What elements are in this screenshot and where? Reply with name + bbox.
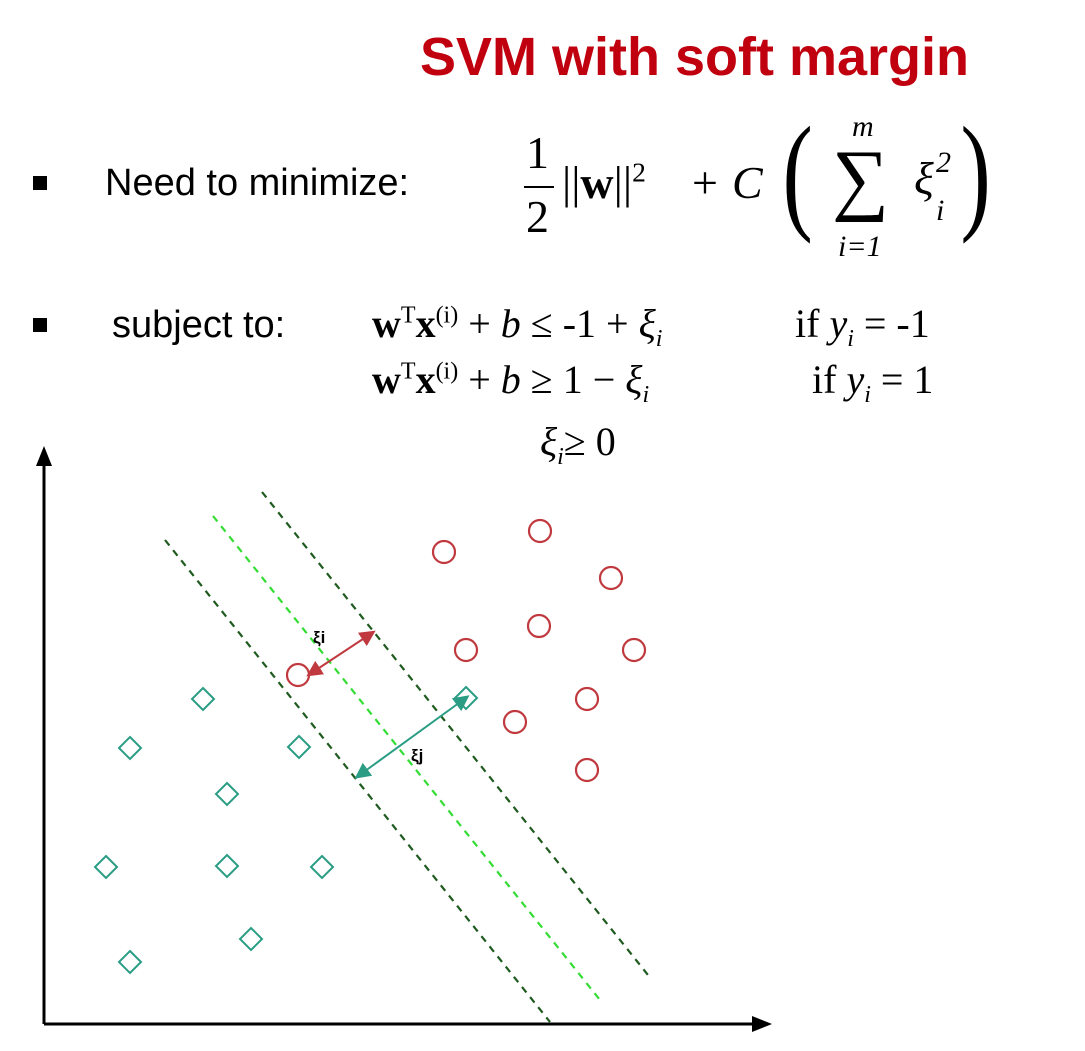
x-axis-arrowhead (752, 1016, 772, 1032)
xi-j-label: ξj (411, 746, 423, 765)
C-constant: C (732, 157, 763, 208)
if-keyword: if (795, 301, 830, 346)
sum-upper-limit: m (852, 110, 874, 143)
xi-symbol: ξ (638, 301, 656, 346)
condition-value: = 1 (870, 357, 934, 402)
constraint-line-2: wTx(i) + b ≥ 1 − ξi (372, 356, 649, 409)
y-label: y (829, 301, 848, 346)
sample-index: (i) (435, 302, 459, 329)
slack-xi-j: ξj (354, 695, 470, 779)
paren-left: ( (782, 101, 813, 245)
diamond-icon (93, 854, 119, 880)
xi-subscript: i (642, 382, 650, 408)
xi-symbol: ξ (540, 419, 558, 464)
diamond-icon (214, 781, 240, 807)
norm-exponent: 2 (632, 156, 646, 188)
diamond-icon (117, 949, 143, 975)
xi-subscript: i (557, 444, 564, 470)
if-keyword: if (812, 357, 847, 402)
y-axis-arrowhead (36, 446, 52, 466)
sum-lower-limit: i=1 (838, 230, 882, 263)
diamond-icon (238, 926, 264, 952)
bias-term: b (500, 357, 521, 402)
plus-sign: + (458, 301, 501, 346)
plus-sign: + (458, 357, 501, 402)
w-vector: w (372, 357, 401, 402)
condition-line-1: if yi = -1 (795, 300, 930, 353)
diamond-icon (286, 734, 312, 760)
circle-icon (598, 565, 624, 591)
sum-symbol: ∑ (832, 135, 890, 223)
diamond-icon (117, 735, 143, 761)
xi-i-label: ξi (313, 628, 325, 647)
x-vector: x (415, 301, 436, 346)
slide-title: SVM with soft margin (420, 27, 970, 87)
fraction-numerator: 1 (526, 127, 549, 178)
decision-boundary-line (212, 515, 601, 1001)
objective-formula: 1 2 ||w||2 + C ( m ∑ i=1 ξ 2 i ) (522, 108, 992, 278)
slack-xi-i: ξi (306, 628, 376, 677)
bias-term: b (500, 301, 521, 346)
y-subscript: i (864, 382, 871, 408)
xi-superscript: 2 (936, 146, 951, 179)
paren-right: ) (960, 101, 991, 245)
inequality: ≥ 1 − (520, 357, 626, 402)
minimize-label: Need to minimize: (105, 162, 410, 204)
xi-symbol: ξ (625, 357, 643, 402)
diamond-icon (190, 686, 216, 712)
circle-icon (574, 686, 600, 712)
inequality: ≤ -1 + (520, 301, 639, 346)
constraint-line-1: wTx(i) + b ≤ -1 + ξi (372, 300, 662, 353)
decision-lines (164, 491, 649, 1023)
fraction-denominator: 2 (526, 191, 549, 242)
axes (36, 446, 772, 1032)
xi-symbol: ξ (914, 153, 934, 204)
condition-value: = -1 (853, 301, 930, 346)
circle-icon (285, 662, 311, 688)
x-vector: x (415, 357, 436, 402)
circle-icon (527, 518, 553, 544)
y-subscript: i (847, 326, 854, 352)
diamond-icon (309, 854, 335, 880)
circle-icon (502, 709, 528, 735)
negative-class-points (93, 685, 479, 975)
circle-icon (431, 539, 457, 565)
transpose-mark: T (400, 302, 416, 329)
circle-icon (574, 757, 600, 783)
xi-subscript: i (936, 194, 945, 227)
w-vector: w (580, 157, 614, 208)
w-vector: w (372, 301, 401, 346)
condition-line-2: if yi = 1 (812, 356, 933, 409)
constraint-line-3: ξi≥ 0 (540, 418, 616, 471)
norm-left: || (562, 157, 581, 208)
xi-i-arrow (306, 630, 376, 677)
y-label: y (846, 357, 865, 402)
norm-right: || (613, 157, 633, 208)
sample-index: (i) (435, 358, 459, 385)
circle-icon (621, 637, 647, 663)
transpose-mark: T (400, 358, 416, 385)
fraction-bar (524, 186, 554, 188)
xi-j-arrow (354, 695, 470, 779)
diamond-icon (453, 685, 479, 711)
circle-icon (526, 613, 552, 639)
plus-sign: + (692, 157, 718, 208)
bullet-icon (33, 176, 47, 190)
inequality: ≥ 0 (563, 419, 616, 464)
circle-icon (453, 637, 479, 663)
positive-class-points (285, 518, 647, 783)
diamond-icon (214, 853, 240, 879)
xi-subscript: i (655, 326, 663, 352)
bullet-icon (33, 318, 47, 332)
subject-to-label: subject to: (112, 304, 286, 346)
